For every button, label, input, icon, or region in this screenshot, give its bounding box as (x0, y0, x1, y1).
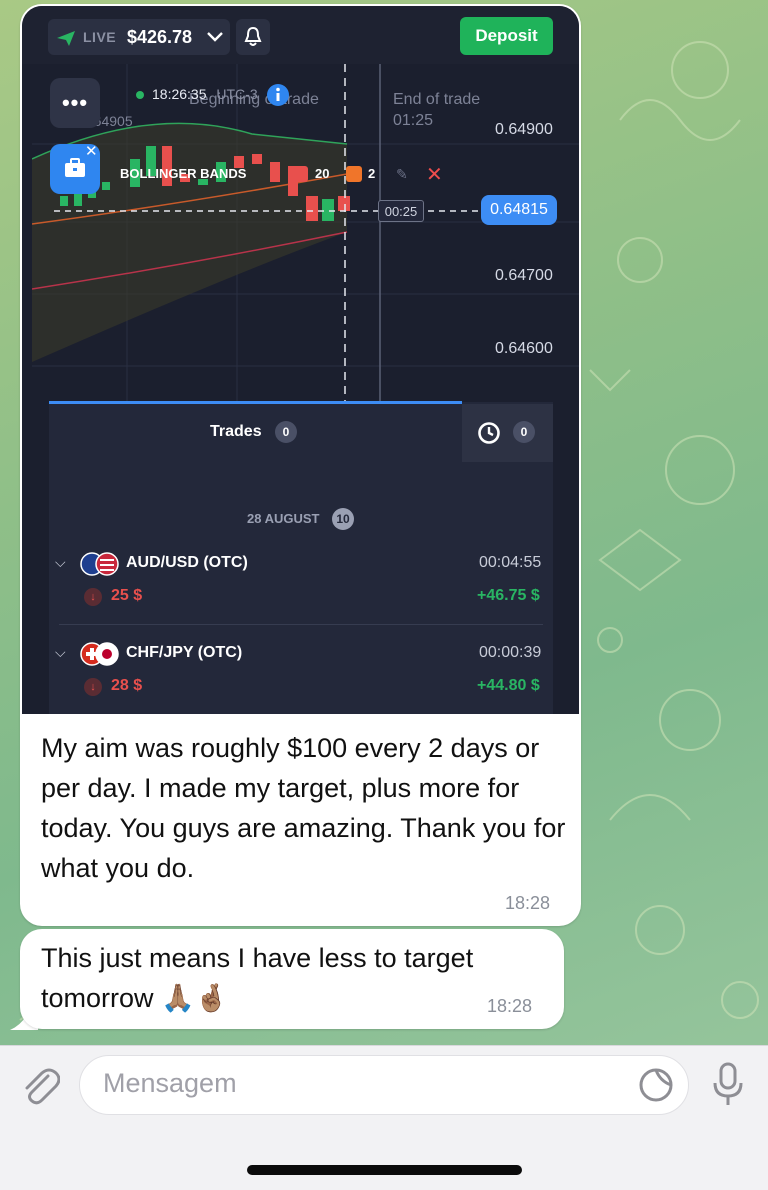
trading-screenshot[interactable]: LIVE $426.78 Deposit (22, 6, 579, 714)
history-count-badge: 0 (513, 421, 535, 443)
end-of-trade-label: End of trade (393, 89, 480, 110)
trades-count-badge: 0 (275, 421, 297, 443)
deposit-button[interactable]: Deposit (460, 17, 553, 55)
microphone-icon[interactable] (710, 1061, 746, 1109)
online-dot (136, 91, 144, 99)
sticker-icon[interactable] (638, 1067, 674, 1103)
message-input-placeholder: Mensagem (103, 1068, 237, 1099)
expand-chevron-icon[interactable]: ⌵ (55, 644, 66, 661)
remove-indicator-icon[interactable]: ✕ (426, 162, 443, 187)
arrow-down-icon: ↓ (84, 678, 102, 696)
close-icon[interactable]: ✕ (85, 142, 98, 160)
trade-amount: 28 $ (111, 677, 142, 695)
chf-jpy-flag-icon (80, 641, 120, 667)
trade-profit: +46.75 $ (477, 587, 540, 605)
date-header: 28 AUGUST (247, 511, 319, 526)
paperclip-icon[interactable] (18, 1062, 60, 1106)
trade-duration: 00:00:39 (479, 644, 541, 662)
info-icon[interactable] (266, 83, 290, 107)
price-tick-1: 0.64900 (495, 121, 553, 139)
briefcase-icon (64, 158, 86, 178)
arrow-down-icon: ↓ (84, 588, 102, 606)
countdown-timer: 00:25 (378, 200, 424, 222)
message-timestamp: 18:28 (505, 893, 550, 914)
aud-usd-flag-icon (80, 551, 120, 577)
trade-pair: AUD/USD (OTC) (126, 554, 248, 572)
edit-indicator-icon[interactable]: ✎ (396, 166, 408, 183)
indicator-name: BOLLINGER BANDS (120, 166, 246, 181)
account-balance: $426.78 (127, 27, 192, 48)
indicator-color-swatch-2[interactable] (346, 166, 362, 182)
trade-pair: CHF/JPY (OTC) (126, 644, 242, 662)
trade-amount: 25 $ (111, 587, 142, 605)
tab-history[interactable] (462, 404, 553, 462)
account-mode: LIVE (83, 29, 116, 45)
message-text: My aim was roughly $100 every 2 days or … (41, 728, 571, 888)
indicator-color-swatch-1[interactable] (292, 166, 308, 182)
message-timestamp: 18:28 (487, 996, 532, 1017)
price-tick-3: 0.64700 (495, 267, 553, 285)
home-indicator (247, 1165, 522, 1175)
end-of-trade-time: 01:25 (393, 110, 433, 131)
timezone: UTC-3 (216, 86, 257, 102)
date-count-badge: 10 (332, 508, 354, 530)
current-price-badge: 0.64815 (481, 195, 557, 225)
message-text: This just means I have less to target to… (41, 938, 551, 1018)
expand-chevron-icon[interactable]: ⌵ (55, 554, 66, 571)
clock-icon (477, 421, 501, 445)
chevron-down-icon (207, 32, 223, 42)
trade-duration: 00:04:55 (479, 554, 541, 572)
indicator-period: 20 (315, 166, 329, 181)
bell-icon (244, 26, 262, 48)
price-tick-4: 0.64600 (495, 340, 553, 358)
tab-trades-label: Trades (210, 423, 262, 441)
trade-profit: +44.80 $ (477, 677, 540, 695)
more-menu-button[interactable]: ••• (50, 78, 100, 128)
row-divider (59, 624, 543, 625)
clock-time: 18:26:35 (152, 86, 207, 102)
live-plane-icon (56, 29, 76, 47)
server-clock: 18:26:35 UTC-3 (136, 86, 258, 102)
indicator-deviation: 2 (368, 166, 375, 181)
